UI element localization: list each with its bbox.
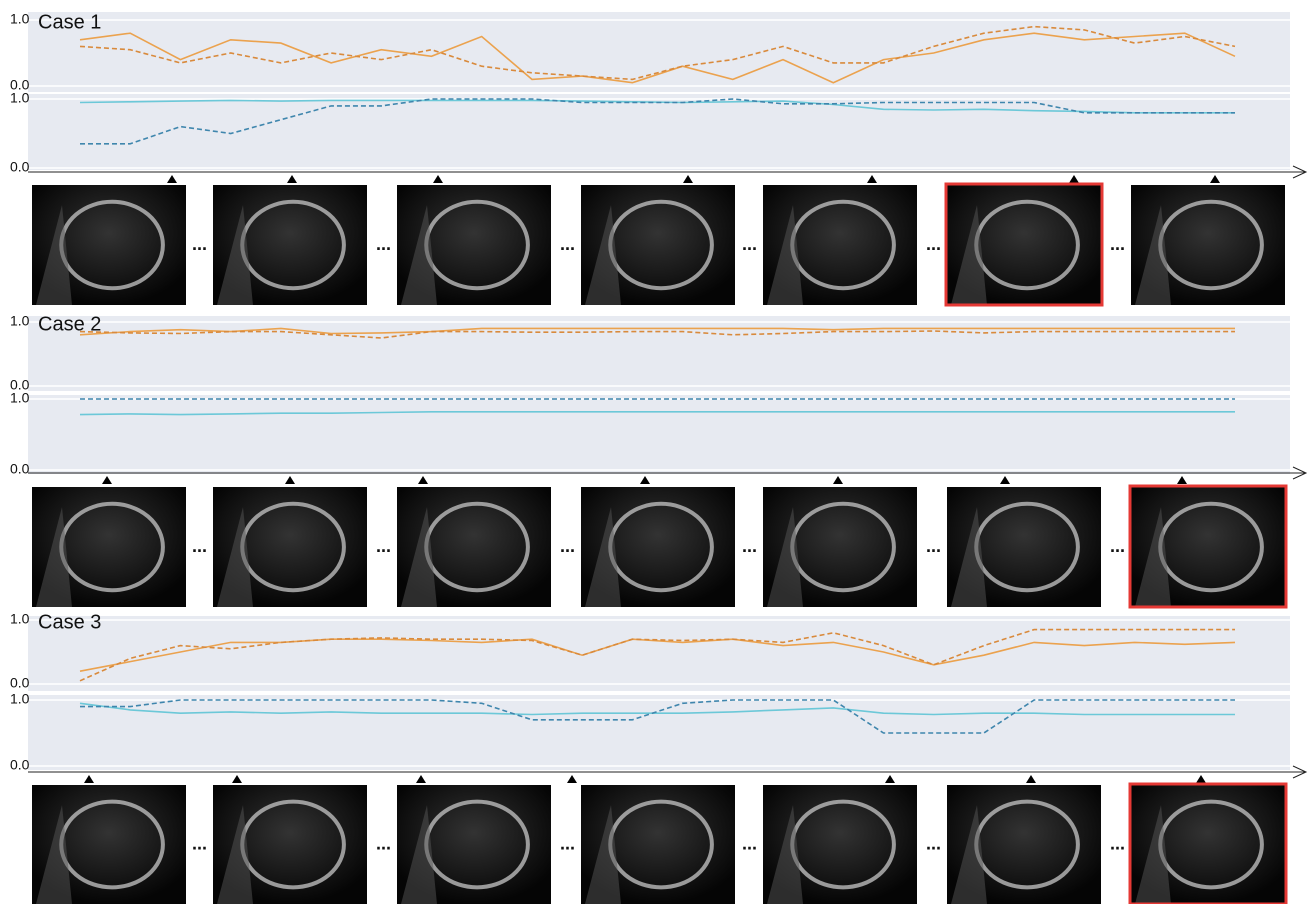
- y-tick-label: 1.0: [10, 611, 30, 627]
- y-tick-label: 0.0: [10, 159, 30, 175]
- ellipsis: ...: [376, 833, 391, 853]
- y-tick-label: 1.0: [10, 313, 30, 329]
- ellipsis: ...: [192, 536, 207, 556]
- plot-background: [28, 316, 1290, 391]
- ellipsis: ...: [192, 833, 207, 853]
- ellipsis: ...: [926, 536, 941, 556]
- case-title: Case 3: [38, 611, 101, 633]
- frame-marker: [1026, 775, 1036, 783]
- ellipsis: ...: [376, 536, 391, 556]
- ellipsis: ...: [742, 536, 757, 556]
- ellipsis: ...: [1110, 833, 1125, 853]
- case-title: Case 1: [38, 11, 101, 33]
- y-tick-label: 1.0: [10, 11, 30, 27]
- frame-marker: [232, 775, 242, 783]
- plot-background: [28, 695, 1290, 770]
- frame-marker: [416, 775, 426, 783]
- frame-marker: [833, 476, 843, 484]
- frame-marker: [1000, 476, 1010, 484]
- y-tick-label: 0.0: [10, 675, 30, 691]
- ellipsis: ...: [560, 536, 575, 556]
- frame-marker: [167, 175, 177, 183]
- y-tick-label: 0.0: [10, 757, 30, 773]
- frame-marker: [287, 175, 297, 183]
- frame-marker: [102, 476, 112, 484]
- figure: 0.01.0Case 10.01.00.01.0Case 20.01.00.01…: [0, 0, 1313, 904]
- frame-marker: [567, 775, 577, 783]
- frame-marker: [1196, 775, 1206, 783]
- frame-marker: [683, 175, 693, 183]
- frame-marker: [1210, 175, 1220, 183]
- plot-background: [28, 12, 1290, 92]
- ellipsis: ...: [560, 234, 575, 254]
- y-tick-label: 1.0: [10, 390, 30, 406]
- ellipsis: ...: [926, 234, 941, 254]
- frame-marker: [84, 775, 94, 783]
- ellipsis: ...: [926, 833, 941, 853]
- frame-marker: [885, 775, 895, 783]
- y-tick-label: 0.0: [10, 461, 30, 477]
- frame-marker: [433, 175, 443, 183]
- ellipsis: ...: [742, 833, 757, 853]
- y-tick-label: 1.0: [10, 90, 30, 106]
- ellipsis: ...: [1110, 234, 1125, 254]
- ellipsis: ...: [376, 234, 391, 254]
- frame-marker: [285, 476, 295, 484]
- ellipsis: ...: [560, 833, 575, 853]
- ellipsis: ...: [1110, 536, 1125, 556]
- frame-marker: [418, 476, 428, 484]
- frame-marker: [867, 175, 877, 183]
- frame-marker: [640, 476, 650, 484]
- frame-marker: [1177, 476, 1187, 484]
- plot-background: [28, 616, 1290, 691]
- ellipsis: ...: [742, 234, 757, 254]
- plot-background: [28, 395, 1290, 474]
- frame-marker: [1069, 175, 1079, 183]
- ellipsis: ...: [192, 234, 207, 254]
- y-tick-label: 1.0: [10, 691, 30, 707]
